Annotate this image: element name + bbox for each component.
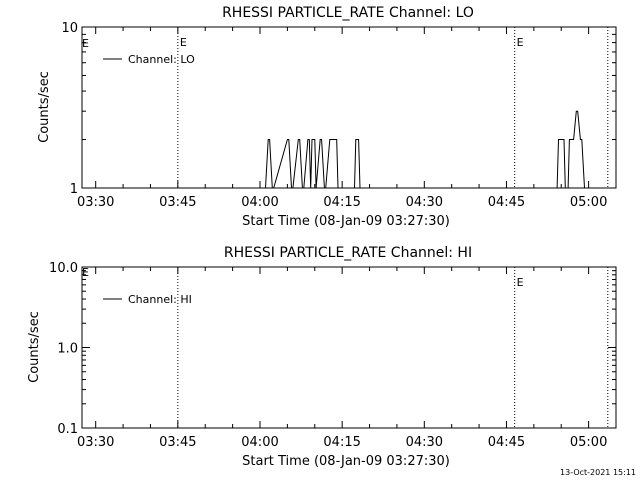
event-label: E <box>517 36 524 49</box>
series-line <box>265 110 588 189</box>
x-axis-label: Start Time (08-Jan-09 03:27:30) <box>242 454 450 469</box>
x-tick-label: 03:45 <box>159 435 196 450</box>
y-tick-label: 10.0 <box>49 261 78 276</box>
x-tick-label: 05:00 <box>570 195 607 210</box>
plot-frame <box>81 266 617 429</box>
series-group <box>265 110 588 189</box>
x-tick-label: 03:30 <box>77 435 114 450</box>
plot-frame <box>81 26 617 189</box>
event-label: E <box>517 276 524 289</box>
legend-entry: Channel: LO <box>128 53 195 66</box>
x-tick-label: 03:30 <box>77 195 114 210</box>
y-tick-label: 1 <box>70 182 78 197</box>
x-tick-label: 04:30 <box>406 435 443 450</box>
axis-ticks: 03:30 03:45 04:00 04:15 04:30 04:45 05:00 1 10 <box>61 21 617 210</box>
footer-timestamp: 13-Oct-2021 15:11 <box>560 468 636 477</box>
chart-panel-hi: RHESSI PARTICLE_RATE Channel: HI Counts/… <box>27 245 617 469</box>
chart-title: RHESSI PARTICLE_RATE Channel: HI <box>224 245 472 261</box>
x-tick-label: 04:45 <box>488 195 525 210</box>
x-tick-label: 04:30 <box>406 195 443 210</box>
y-axis-label: Counts/sec <box>37 71 52 143</box>
edge-marker: E <box>82 37 89 50</box>
x-tick-label: 04:45 <box>488 435 525 450</box>
event-label: E <box>180 36 187 49</box>
x-tick-label: 04:15 <box>323 435 360 450</box>
x-tick-label: 04:15 <box>323 195 360 210</box>
x-tick-label: 05:00 <box>570 435 607 450</box>
y-axis-label: Counts/sec <box>27 311 42 383</box>
y-tick-label: 0.1 <box>57 422 78 437</box>
edge-marker: E <box>82 266 89 279</box>
axis-ticks: 03:30 03:45 04:00 04:15 04:30 04:45 05:00 0.1 1.… <box>49 261 617 450</box>
chart-title: RHESSI PARTICLE_RATE Channel: LO <box>222 5 474 21</box>
x-tick-label: 04:00 <box>241 195 278 210</box>
x-tick-label: 03:45 <box>159 195 196 210</box>
x-tick-label: 04:00 <box>241 435 278 450</box>
legend-entry: Channel: HI <box>128 293 192 306</box>
y-tick-label: 10 <box>61 21 78 36</box>
event-lines: E <box>177 267 609 428</box>
chart-panel-lo: RHESSI PARTICLE_RATE Channel: LO Counts/… <box>37 5 617 229</box>
x-axis-label: Start Time (08-Jan-09 03:27:30) <box>242 214 450 229</box>
y-tick-label: 1.0 <box>57 342 78 357</box>
